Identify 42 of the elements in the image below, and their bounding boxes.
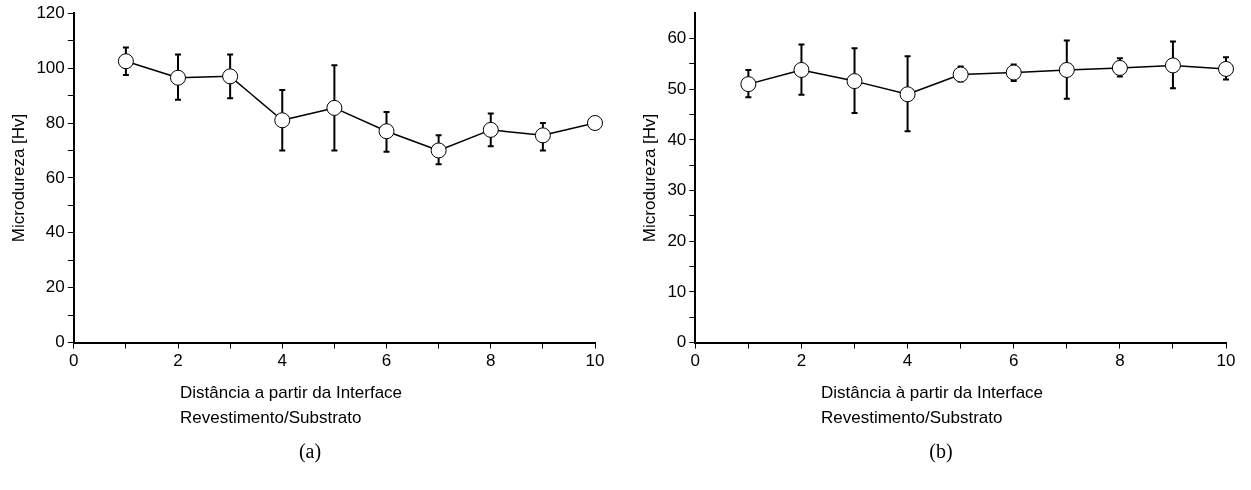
y-tick-label: 20 — [667, 230, 687, 250]
point — [482, 121, 499, 138]
x-tick-label: 10 — [585, 351, 605, 371]
y-tick-label: 40 — [45, 222, 65, 242]
y-tick-label: 50 — [667, 78, 687, 98]
x-tick-label: 0 — [690, 351, 701, 371]
y-tick-label: 0 — [676, 332, 687, 352]
point — [430, 142, 447, 159]
x-tick-label: 4 — [902, 351, 913, 371]
x-tick-label: 2 — [173, 351, 183, 371]
x-tick-label: 8 — [1115, 351, 1125, 371]
point — [378, 123, 395, 140]
y-tick-label: 120 — [36, 2, 65, 22]
y-tick-label: 40 — [667, 129, 687, 149]
point — [587, 115, 603, 131]
y-tick-label: 60 — [45, 167, 65, 187]
x-axis-title: Distância a partir da Interface Revestimento/Substrato — [180, 382, 404, 429]
point — [117, 53, 134, 70]
point — [274, 112, 291, 129]
x-tick-label: 10 — [1216, 351, 1236, 371]
y-tick-label: 100 — [36, 57, 65, 77]
x-tick-label: 2 — [796, 351, 807, 371]
point — [534, 127, 551, 144]
point — [326, 99, 343, 116]
text: (b) — [928, 440, 954, 463]
y-tick-label: 30 — [667, 180, 687, 200]
y-tick-label: 60 — [667, 28, 687, 48]
y-tick-label: 10 — [667, 281, 687, 301]
x-axis-title: Distância à partir da Interface Revestimento/Substrato — [821, 382, 1045, 429]
x-tick-label: 6 — [381, 351, 392, 371]
x-tick-label: 4 — [277, 351, 287, 371]
y-axis-title: Microdureza [Hv] — [8, 113, 28, 243]
x-tick-label: 6 — [1008, 351, 1019, 371]
point — [222, 68, 239, 85]
y-tick-label: 0 — [55, 332, 65, 352]
y-tick-label: 20 — [45, 277, 65, 297]
text: (a) — [297, 440, 323, 463]
x-tick-label: 8 — [486, 351, 496, 371]
x-tick-label: 0 — [69, 351, 79, 371]
y-axis-title: Microdureza [Hv] — [639, 113, 659, 243]
point — [170, 69, 187, 86]
y-tick-label: 80 — [45, 112, 65, 132]
